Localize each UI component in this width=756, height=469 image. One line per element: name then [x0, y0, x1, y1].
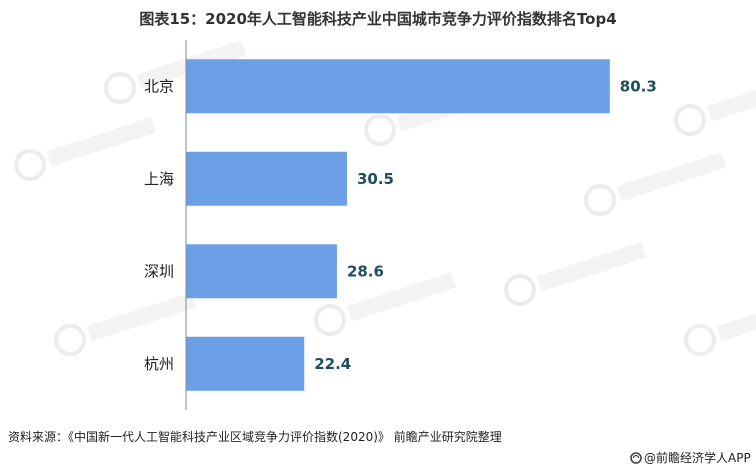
category-label-3: 杭州 [144, 355, 174, 373]
value-label-0: 80.3 [620, 77, 657, 95]
watermark-logo-4 [54, 324, 86, 356]
watermark-band-7 [706, 72, 756, 122]
watermark-logo-7 [674, 104, 706, 136]
watermark-band-3 [616, 152, 727, 202]
brand-logo [630, 452, 642, 464]
watermark-band-6 [536, 242, 647, 292]
bars-group: 北京 80.3 上海 30.5 深圳 28.6 杭州 22.4 [144, 59, 657, 391]
value-label-3: 22.4 [314, 355, 351, 373]
category-label-0: 北京 [144, 77, 174, 95]
watermark-logo-5 [314, 304, 346, 336]
source-note: 资料来源：《中国新一代人工智能科技产业区域竞争力评价指数(2020)》 前瞻产业… [8, 429, 502, 444]
chart-title: 图表15：2020年人工智能科技产业中国城市竞争力评价指数排名Top4 [139, 10, 616, 28]
watermark-band-5 [346, 272, 457, 322]
bar-0 [186, 59, 610, 114]
category-label-2: 深圳 [144, 262, 174, 280]
bar-1 [186, 151, 347, 206]
category-label-1: 上海 [144, 170, 174, 188]
watermark-band-4 [86, 292, 197, 342]
brand-label: @前瞻经济学人APP [644, 450, 751, 465]
value-label-2: 28.6 [347, 262, 384, 280]
bar-2 [186, 244, 337, 299]
logo-icon-mark [632, 454, 640, 459]
watermark-logo-1 [104, 72, 136, 104]
watermark-logo-3 [584, 184, 616, 216]
watermark-logo-8 [684, 324, 716, 356]
logo-icon [630, 452, 642, 464]
bar-3 [186, 336, 305, 391]
watermark-band-8 [716, 292, 756, 342]
watermark-logo-6 [504, 274, 536, 306]
watermark-logo-0 [14, 149, 46, 181]
watermark-logo-2 [364, 114, 396, 146]
watermark-layer [14, 40, 756, 356]
value-label-1: 30.5 [357, 170, 394, 188]
watermark-band-0 [46, 117, 157, 167]
